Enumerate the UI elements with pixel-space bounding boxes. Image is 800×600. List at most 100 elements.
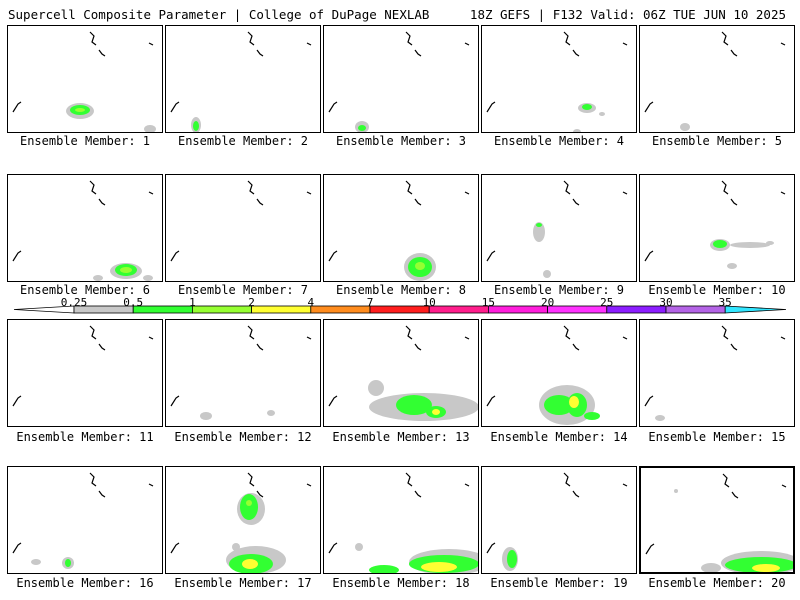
field-plot [328,180,470,281]
coastline-segment [622,191,628,195]
coastline-segment [89,472,97,487]
coastline-segment [721,31,729,46]
coastline-segment [572,49,580,57]
ensemble-member-map-20 [639,466,795,574]
panel-label: Ensemble Member: 20 [648,576,786,590]
coastline-segment [328,250,338,262]
coastline-segment [247,472,255,487]
coastline-segment [170,250,180,262]
coastline-segment [306,483,312,487]
colorbar-swatch [369,305,430,314]
coastline-segment [98,343,106,351]
coastline-segment [414,343,422,351]
coastline-segment [572,198,580,206]
scp-contour-area [421,562,457,572]
colorbar-level-label: 35 [718,296,732,309]
scp-contour-area [143,275,153,281]
field-plot [170,31,312,132]
scp-contour-area [368,380,384,396]
coastline-segment [170,101,180,113]
scp-contour-area [599,112,605,116]
field-plot [12,325,154,407]
coastline-segment [563,472,571,487]
field-plot [328,31,470,132]
scp-contour-area [232,543,240,551]
coastline-segment [89,180,97,195]
ensemble-member-map-3 [323,25,479,133]
ensemble-member-map-12 [165,319,321,427]
scp-contour-area [655,415,665,421]
scp-contour-area [396,395,432,415]
field-plot [486,325,628,425]
field-plot [644,180,786,269]
coastline-segment [89,325,97,340]
colorbar-swatch [547,305,608,314]
coastline-segment [780,42,786,46]
field-plot [12,31,156,132]
coastline-segment [644,250,654,262]
coastline-segment [328,395,338,407]
coastline-segment [563,325,571,340]
scp-contour-area [120,267,132,273]
scp-contour-area [65,559,71,567]
scp-contour-area [569,396,579,408]
coastline-segment [170,542,180,554]
scp-contour-area [200,412,212,420]
scp-contour-area [584,412,600,420]
coastline-segment [730,198,738,206]
colorbar-swatch [606,305,667,314]
coastline-segment [572,343,580,351]
panel-label: Ensemble Member: 18 [332,576,470,590]
coastline-segment [89,31,97,46]
coastline-segment [622,483,628,487]
scp-contour-area [536,223,542,227]
colorbar-swatch [487,305,548,314]
scp-contour-area [674,489,678,493]
scp-contour-area [544,395,574,415]
ensemble-member-map-19 [481,466,637,574]
scp-contour-area [93,275,103,281]
scp-contour-area [355,543,363,551]
scp-contour-area [31,559,41,565]
coastline-segment [148,336,154,340]
coastline-segment [12,250,22,262]
scp-contour-area [730,242,770,248]
scp-contour-area [766,241,774,245]
panel-label: Ensemble Member: 11 [16,430,154,444]
coastline-segment [780,191,786,195]
colorbar-level-label: 15 [481,296,496,309]
colorbar-level-label: 20 [540,296,555,309]
ensemble-member-map-15 [639,319,795,427]
coastline-segment [405,472,413,487]
valid-time-title: 18Z GEFS | F132 Valid: 06Z TUE JUN 10 20… [469,7,786,22]
coastline-segment [414,198,422,206]
ensemble-member-map-13 [323,319,479,427]
coastline-segment [328,101,338,113]
field-plot [645,473,793,572]
coastline-segment [247,180,255,195]
panel-label: Ensemble Member: 9 [493,283,625,297]
coastline-segment [721,325,729,340]
colorbar-level-label: 0.25 [60,296,88,309]
field-plot [486,472,628,571]
scp-contour-area [458,402,470,414]
coastline-segment [644,395,654,407]
scp-contour-area [573,129,581,132]
coastline-segment [12,395,22,407]
field-plot [328,472,478,573]
field-plot [486,31,628,132]
field-plot [644,31,786,131]
colorbar-swatch [251,305,312,314]
coastline-segment [644,101,654,113]
coastline-segment [405,180,413,195]
panel-label: Ensemble Member: 6 [19,283,151,297]
coastline-segment [170,395,180,407]
ensemble-member-map-18 [323,466,479,574]
colorbar-level-label: 4 [307,296,315,309]
scp-contour-area [144,125,156,132]
panel-label: Ensemble Member: 10 [648,283,786,297]
ensemble-member-map-7 [165,174,321,282]
ensemble-member-map-8 [323,174,479,282]
colorbar-level-label: 7 [366,296,374,309]
panel-label: Ensemble Member: 4 [493,134,625,148]
